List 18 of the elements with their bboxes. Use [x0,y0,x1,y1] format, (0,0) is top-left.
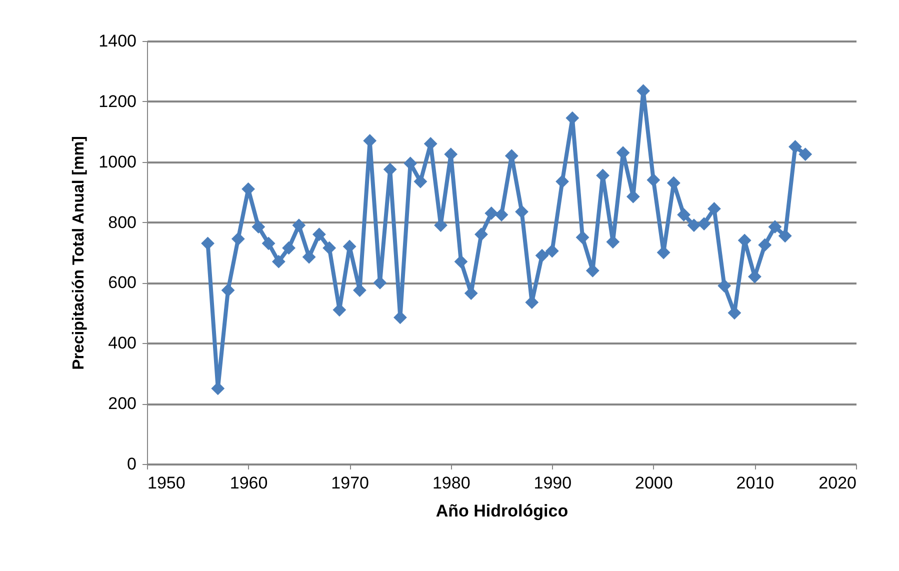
y-tick-label: 1200 [98,92,136,111]
x-tick-label: 1990 [534,474,572,492]
x-tick-label: 1980 [432,474,470,492]
x-tick-label: 1960 [230,474,268,492]
y-tick-label: 0 [127,454,136,474]
y-axis-title: Precipitación Total Anual [mm] [70,136,88,370]
y-tick-label: 400 [108,334,136,353]
y-tick-label: 800 [108,212,136,232]
x-tick-label: 2000 [635,474,673,492]
y-tick-label: 600 [108,273,136,292]
x-tick-label: 1950 [148,474,186,492]
x-tick-label: 1970 [331,474,369,492]
x-tick-label: 2010 [736,474,774,492]
y-tick-label: 1400 [98,32,136,50]
x-tick-label: 2020 [818,474,856,492]
x-axis-title: Año Hidrológico [436,502,568,520]
y-tick-label: 1000 [98,152,136,172]
y-tick-label: 200 [108,394,136,414]
